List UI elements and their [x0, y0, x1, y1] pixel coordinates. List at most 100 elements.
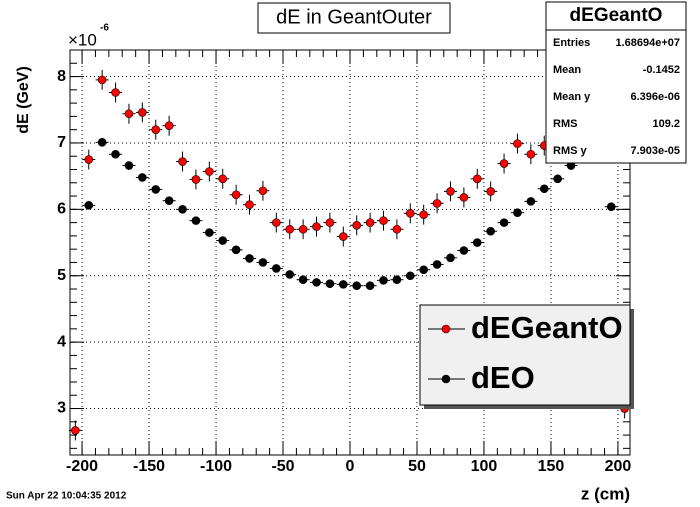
data-point [405, 209, 415, 218]
data-point [218, 174, 228, 184]
data-point [178, 157, 187, 166]
data-point [325, 279, 335, 289]
legend: dEGeantO dEO [419, 304, 634, 409]
data-point [365, 218, 375, 227]
y-tick-label: 5 [57, 267, 66, 284]
data-point [151, 185, 161, 194]
data-point [513, 139, 522, 148]
data-point [486, 187, 495, 196]
plot-area: 3 4 5 6 7 8 -200 -150 -100 -50 0 50 100 150 200 [57, 50, 631, 475]
data-point [339, 280, 348, 289]
data-point [419, 210, 428, 219]
legend-marker [441, 324, 451, 334]
data-point [352, 281, 361, 290]
data-point [526, 149, 536, 159]
data-point [231, 190, 241, 200]
data-point [164, 196, 174, 206]
data-point [472, 238, 482, 247]
data-point [138, 108, 147, 117]
data-point [84, 201, 94, 210]
y-tick-label: 6 [57, 201, 66, 218]
x-tick-label: -100 [200, 458, 232, 475]
x-tick-label: 150 [538, 458, 565, 475]
x-tick-label: 0 [346, 458, 355, 475]
stats-value: 6.396e-06 [630, 91, 680, 103]
x-tick-label: 50 [408, 458, 426, 475]
x-axis-label: z (cm) [581, 484, 630, 503]
data-point [379, 276, 388, 285]
data-point [245, 254, 254, 263]
data-point [419, 265, 428, 275]
data-point [379, 216, 388, 225]
data-point [526, 197, 536, 206]
y-multiplier: ×10 [68, 30, 97, 49]
stats-value: 7.903e-05 [630, 145, 680, 157]
x-tick-label: -150 [133, 458, 165, 475]
data-point [459, 193, 469, 202]
stats-key: Mean y [553, 91, 591, 103]
chart-title: dE in GeantOuter [276, 6, 432, 28]
data-point [285, 224, 295, 234]
legend-box [419, 304, 631, 406]
timestamp: Sun Apr 22 10:04:35 2012 [6, 491, 127, 502]
data-point [499, 218, 509, 227]
data-point [164, 121, 174, 130]
stats-title: dEGeantO [570, 5, 663, 26]
data-point [365, 281, 375, 290]
legend-label: dEO [471, 360, 535, 395]
data-point [312, 222, 321, 231]
stats-value: 1.68694e+07 [615, 37, 680, 49]
data-point [124, 161, 134, 170]
data-point [432, 260, 442, 269]
stats-key: RMS [553, 118, 577, 130]
data-point [339, 232, 348, 241]
data-point [539, 184, 549, 194]
x-tick-label: 200 [605, 458, 632, 475]
data-point [124, 109, 134, 119]
data-point [245, 200, 254, 209]
data-point [258, 186, 268, 196]
y-tick-label: 8 [57, 68, 66, 85]
stats-key: Entries [553, 37, 590, 49]
stats-key: Mean [553, 64, 581, 76]
x-tick-label: -200 [66, 458, 98, 475]
data-point [499, 159, 509, 168]
data-point [272, 218, 281, 227]
data-point [325, 218, 335, 227]
x-tick-label: -50 [271, 458, 294, 475]
data-point [151, 125, 161, 134]
y-axis-label: dE (GeV) [15, 66, 32, 134]
data-point [97, 75, 107, 85]
data-point [432, 199, 442, 208]
y-tick-label: 7 [57, 134, 66, 151]
legend-marker [441, 374, 451, 384]
data-point [472, 174, 482, 184]
data-point [298, 224, 308, 234]
data-point [285, 270, 295, 279]
data-point [84, 155, 94, 164]
x-tick-label: 100 [471, 458, 498, 475]
data-point [138, 173, 147, 182]
data-point [111, 149, 120, 159]
data-point [231, 245, 241, 255]
data-point [446, 253, 455, 263]
data-point [312, 278, 321, 287]
stats-value: -0.1452 [643, 64, 680, 76]
data-point [218, 236, 228, 245]
data-point [606, 202, 616, 211]
data-point [298, 275, 308, 285]
y-tick-label: 3 [57, 400, 66, 417]
y-exponent: -6 [100, 23, 109, 34]
data-point [405, 271, 415, 281]
data-point [205, 228, 214, 237]
data-point [446, 187, 455, 196]
data-point [178, 205, 187, 214]
data-point [205, 167, 214, 176]
data-point [486, 226, 495, 236]
data-point [111, 88, 120, 97]
data-point [272, 264, 281, 273]
data-point [191, 175, 201, 184]
data-point [352, 220, 361, 230]
data-point [392, 275, 402, 285]
